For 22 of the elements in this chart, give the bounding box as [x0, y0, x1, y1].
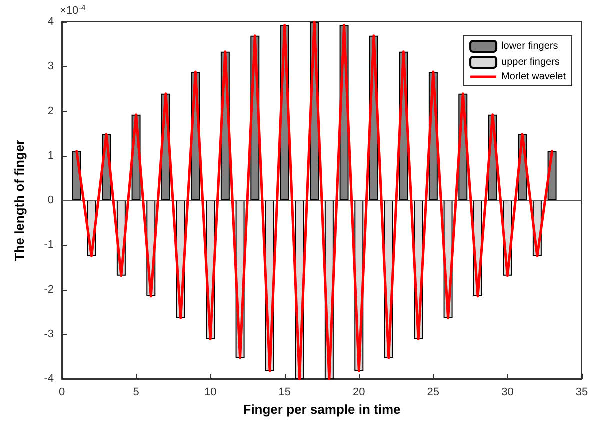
y-axis-title: The length of finger — [12, 140, 27, 262]
y-tick-label: 4 — [48, 16, 54, 28]
y-tick-label: -4 — [44, 373, 54, 385]
x-tick-label: 35 — [576, 386, 588, 398]
y-tick-label: 1 — [48, 150, 54, 162]
legend-label: lower fingers — [502, 41, 558, 52]
y-tick-label: 3 — [48, 60, 54, 73]
y-tick-label: 0 — [48, 194, 54, 206]
x-tick-label: 30 — [502, 386, 514, 398]
x-tick-label: 20 — [353, 386, 366, 398]
x-tick-label: 25 — [427, 386, 440, 398]
legend-label: Morlet wavelet — [502, 72, 566, 82]
y-tick-label: -1 — [44, 239, 54, 252]
y-tick-label: 2 — [48, 105, 54, 118]
x-tick-label: 15 — [278, 386, 291, 398]
y-tick-label: -3 — [44, 328, 54, 340]
legend-label: upper fingers — [502, 57, 560, 68]
x-tick-label: 5 — [133, 386, 140, 398]
x-tick-label: 10 — [204, 386, 217, 398]
y-tick-label: -2 — [44, 284, 54, 296]
x-tick-label: 0 — [58, 386, 66, 398]
x-axis-title: Finger per sample in time — [243, 402, 401, 417]
